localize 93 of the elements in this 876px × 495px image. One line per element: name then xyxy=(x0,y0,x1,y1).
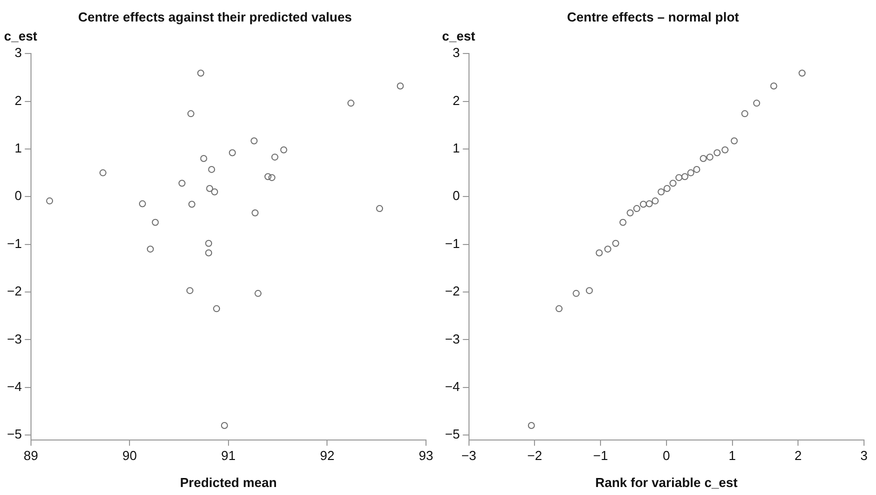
point xyxy=(700,154,707,162)
chart-title: Centre effects against their predicted values xyxy=(78,9,352,24)
point xyxy=(753,100,760,107)
point xyxy=(187,110,194,118)
point xyxy=(46,197,54,204)
y-axis-title: c_est xyxy=(442,28,476,44)
point xyxy=(178,180,186,187)
y-tick-label: 0 xyxy=(14,188,22,204)
point xyxy=(197,70,204,77)
point xyxy=(619,218,626,226)
point xyxy=(250,137,258,144)
point xyxy=(572,290,580,297)
x-tick-label: 92 xyxy=(320,448,334,464)
point xyxy=(271,154,278,161)
x-tick-label: 0 xyxy=(662,448,670,464)
point xyxy=(556,305,563,312)
point xyxy=(347,100,354,107)
point xyxy=(205,249,212,256)
point xyxy=(626,209,634,216)
y-tick-label: 3 xyxy=(14,45,22,60)
point xyxy=(152,218,159,226)
y-tick-label: 3 xyxy=(452,45,460,60)
point xyxy=(213,305,220,312)
y-tick-label: −3 xyxy=(6,331,22,346)
point xyxy=(138,200,146,208)
y-tick-label: 0 xyxy=(452,188,460,204)
y-tick-label: −3 xyxy=(444,331,460,346)
point xyxy=(687,169,694,176)
point xyxy=(268,174,276,182)
point xyxy=(612,240,620,247)
x-tick-label: 1 xyxy=(728,448,736,464)
point xyxy=(722,146,729,154)
y-tick-label: −5 xyxy=(6,426,22,442)
y-tick-label: −1 xyxy=(6,236,22,251)
point xyxy=(586,287,593,294)
x-tick-label: 90 xyxy=(122,448,137,464)
point xyxy=(633,205,640,212)
point xyxy=(730,137,738,144)
y-tick-label: −4 xyxy=(444,378,460,394)
point xyxy=(200,154,208,162)
point xyxy=(205,240,212,247)
y-tick-label: 2 xyxy=(14,92,22,108)
x-axis-title: Rank for variable c_est xyxy=(595,474,738,490)
point xyxy=(675,174,682,182)
point xyxy=(211,188,218,196)
point xyxy=(681,173,688,180)
point xyxy=(741,110,748,118)
y-tick-label: −5 xyxy=(444,426,460,442)
point xyxy=(188,200,196,208)
chart-title: Centre effects – normal plot xyxy=(567,9,740,24)
x-tick-label: 2 xyxy=(794,448,802,464)
y-tick-label: 1 xyxy=(14,140,22,156)
point xyxy=(228,149,236,156)
y-tick-label: 2 xyxy=(452,92,460,108)
point xyxy=(376,205,384,212)
point xyxy=(706,154,714,161)
y-tick-label: −1 xyxy=(444,236,460,251)
x-tick-label: 93 xyxy=(418,448,434,464)
point xyxy=(99,169,106,176)
y-tick-label: −2 xyxy=(444,284,460,299)
point xyxy=(220,422,228,429)
point xyxy=(652,197,659,204)
point xyxy=(604,246,612,253)
point xyxy=(693,166,700,173)
x-axis-title: Predicted mean xyxy=(180,474,277,490)
y-tick-label: −2 xyxy=(6,284,22,299)
point xyxy=(264,173,272,180)
point xyxy=(798,70,806,77)
x-tick-label: −1 xyxy=(593,448,608,464)
point xyxy=(186,287,194,294)
x-tick-label: 3 xyxy=(860,448,868,464)
point xyxy=(714,149,721,156)
point xyxy=(646,200,653,208)
point xyxy=(280,146,288,154)
x-tick-label: 91 xyxy=(221,448,236,464)
point xyxy=(146,246,154,253)
point xyxy=(658,188,665,196)
point xyxy=(252,209,259,216)
x-tick-label: −2 xyxy=(527,448,542,464)
point xyxy=(206,185,214,192)
x-tick-label: 89 xyxy=(24,448,38,464)
y-axis-title: c_est xyxy=(4,28,38,44)
point xyxy=(770,82,778,90)
point xyxy=(254,290,262,297)
point xyxy=(640,200,647,208)
point xyxy=(669,180,676,187)
point xyxy=(596,249,603,256)
point xyxy=(664,185,671,192)
point xyxy=(396,82,404,90)
y-tick-label: 1 xyxy=(452,140,460,156)
point xyxy=(528,422,535,429)
point xyxy=(208,166,216,173)
y-tick-label: −4 xyxy=(6,378,22,394)
